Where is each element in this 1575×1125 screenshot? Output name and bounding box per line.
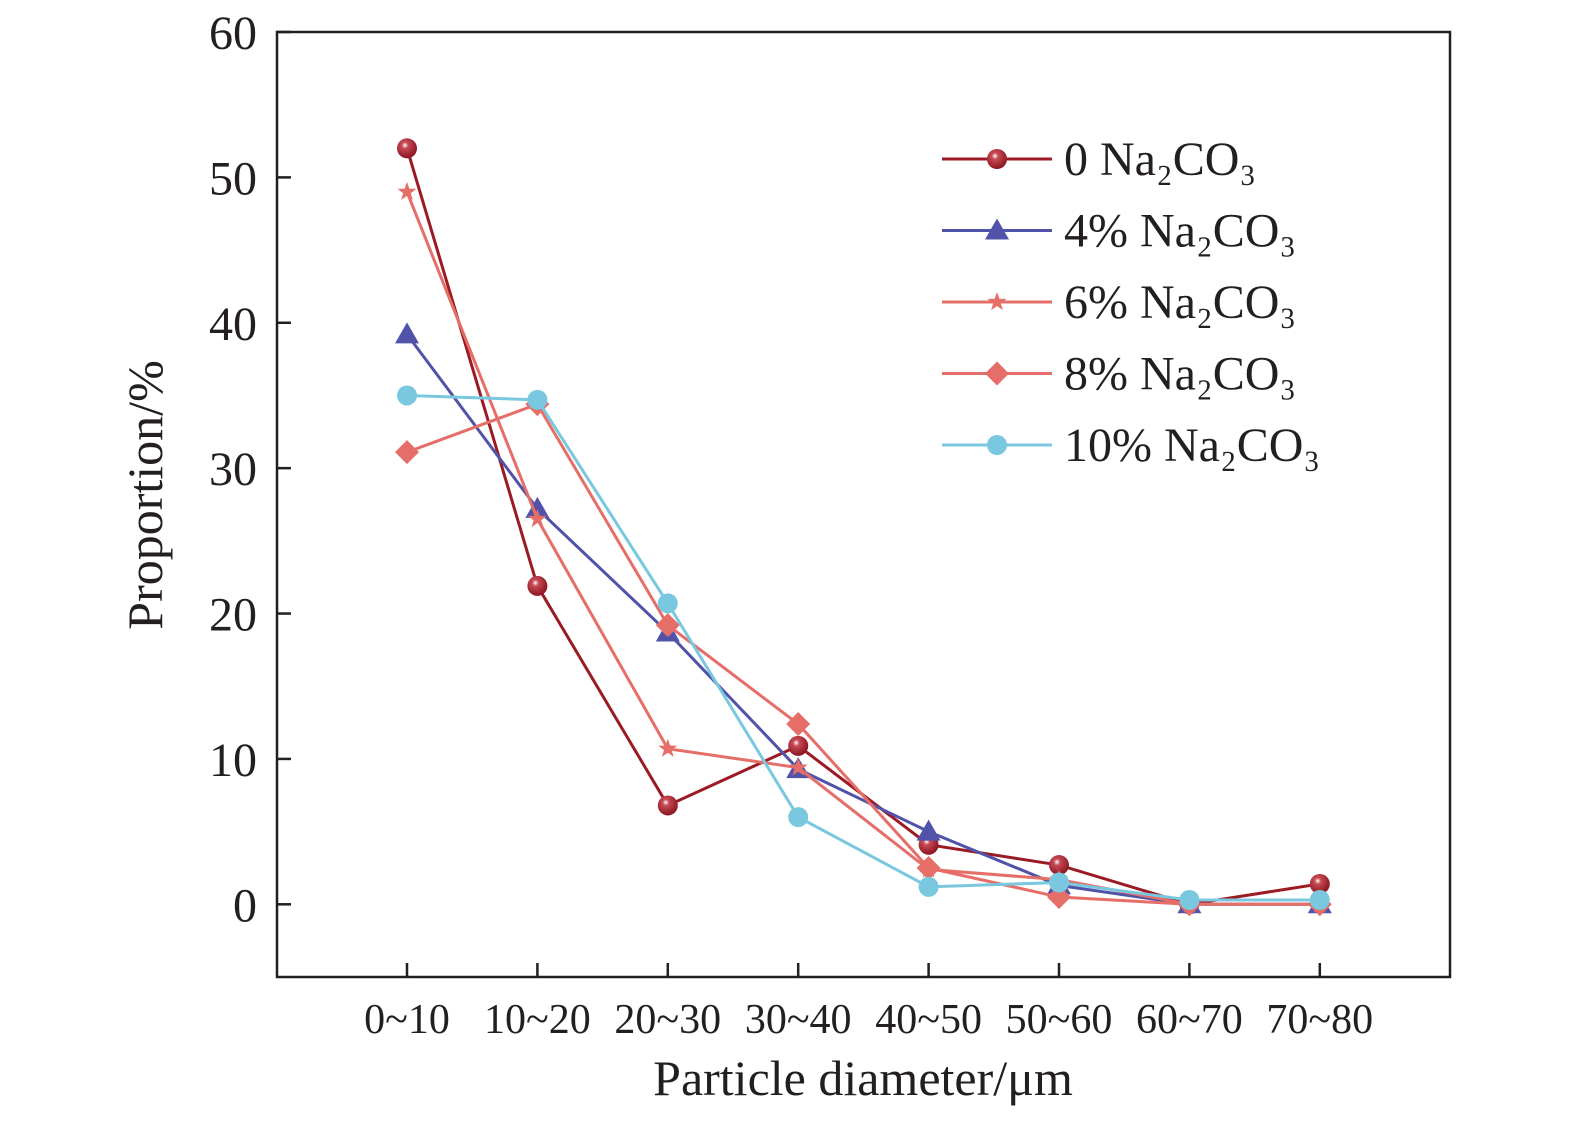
data-point bbox=[1049, 872, 1069, 893]
data-point bbox=[527, 509, 547, 528]
data-point bbox=[395, 440, 419, 465]
legend-label: 0 Na₂CO₃ bbox=[1064, 133, 1256, 186]
data-point bbox=[397, 181, 417, 200]
series-group bbox=[395, 138, 1332, 917]
data-point bbox=[397, 385, 417, 406]
y-tick-label: 10 bbox=[209, 734, 257, 787]
legend-item: 0 Na₂CO₃ bbox=[942, 133, 1256, 186]
x-tick-label: 30~40 bbox=[745, 997, 852, 1043]
plot-frame bbox=[275, 30, 1452, 979]
x-axis-label: Particle diameter/μm bbox=[653, 1050, 1073, 1106]
data-point bbox=[655, 613, 680, 638]
x-tick-label: 10~20 bbox=[484, 997, 591, 1043]
y-tick-label: 50 bbox=[209, 152, 257, 205]
x-tick-label: 50~60 bbox=[1006, 997, 1113, 1043]
legend-item: 6% Na₂CO₃ bbox=[942, 276, 1296, 329]
series-line bbox=[405, 191, 1320, 906]
data-point bbox=[1309, 889, 1330, 910]
legend: 0 Na₂CO₃ 4% Na₂CO₃ 6% Na₂CO₃ 8% Na₂CO₃ 10% N… bbox=[942, 133, 1320, 472]
legend-item: 10% Na₂CO₃ bbox=[942, 419, 1320, 472]
legend-label: 4% Na₂CO₃ bbox=[1064, 205, 1296, 258]
data-point bbox=[657, 795, 678, 816]
data-point bbox=[918, 876, 939, 897]
legend-item: 8% Na₂CO₃ bbox=[942, 348, 1296, 401]
legend-marker bbox=[987, 292, 1007, 311]
legend-label: 10% Na₂CO₃ bbox=[1064, 419, 1320, 472]
data-point bbox=[1049, 855, 1069, 876]
legend-label: 6% Na₂CO₃ bbox=[1064, 276, 1296, 329]
data-point bbox=[788, 807, 809, 828]
data-point bbox=[397, 138, 417, 159]
series-line bbox=[406, 393, 1320, 902]
data-point bbox=[916, 819, 941, 841]
series-line bbox=[405, 147, 1321, 906]
data-point bbox=[916, 855, 941, 880]
data-point bbox=[527, 575, 548, 596]
data-point bbox=[657, 593, 678, 614]
series-line bbox=[406, 402, 1320, 906]
x-tick-label: 0~10 bbox=[364, 997, 450, 1043]
x-tick-label: 60~70 bbox=[1136, 997, 1243, 1043]
series-4 bbox=[397, 385, 1330, 910]
data-point bbox=[788, 735, 809, 756]
legend-item: 4% Na₂CO₃ bbox=[942, 205, 1296, 258]
data-point bbox=[1179, 889, 1200, 910]
legend-marker bbox=[987, 435, 1007, 455]
legend-marker bbox=[985, 361, 1009, 386]
y-tick-label: 20 bbox=[209, 589, 257, 642]
y-axis-label: Proportion/% bbox=[117, 360, 173, 629]
x-axis: 0~10 10~20 20~30 30~40 40~50 50~60 60~70 70~80 bbox=[364, 963, 1373, 1043]
x-tick-label: 40~50 bbox=[875, 997, 982, 1043]
y-tick-label: 0 bbox=[233, 879, 257, 932]
data-point bbox=[527, 389, 548, 410]
data-point bbox=[1047, 885, 1071, 910]
x-tick-label: 70~80 bbox=[1266, 997, 1373, 1043]
y-tick-label: 60 bbox=[209, 7, 257, 60]
legend-marker bbox=[987, 149, 1007, 169]
data-point bbox=[525, 496, 550, 518]
y-tick-label: 30 bbox=[209, 443, 257, 496]
legend-label: 8% Na₂CO₃ bbox=[1064, 348, 1296, 401]
legend-marker bbox=[985, 218, 1009, 240]
y-axis: 0 10 20 30 40 50 60 bbox=[209, 7, 291, 932]
data-point bbox=[395, 322, 419, 344]
data-point bbox=[658, 738, 678, 757]
data-point bbox=[786, 712, 811, 737]
x-tick-label: 20~30 bbox=[614, 997, 721, 1043]
data-point bbox=[1309, 873, 1330, 894]
data-point bbox=[788, 757, 808, 776]
y-tick-label: 40 bbox=[209, 298, 257, 351]
